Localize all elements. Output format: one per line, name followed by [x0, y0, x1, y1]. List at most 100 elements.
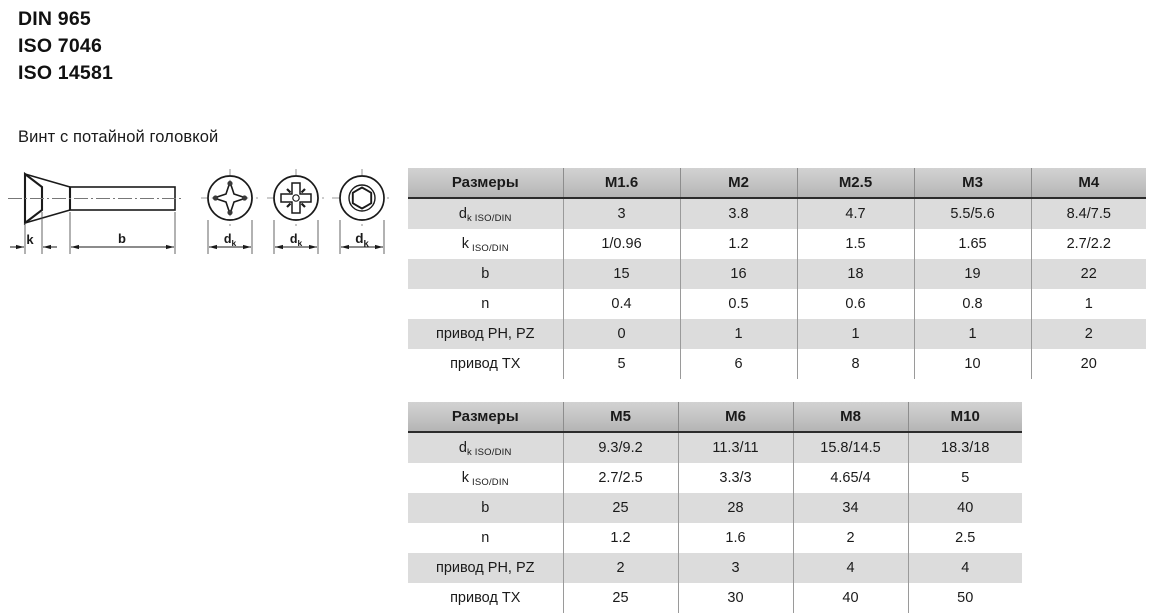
- countersunk-screw-diagram: k b dk: [8, 169, 392, 254]
- header-size-m4: M4: [1030, 168, 1146, 199]
- row-label-drive-tx: привод TX: [408, 349, 563, 379]
- cell-value: 0.6: [796, 289, 914, 319]
- table-row: b 15 16 18 19 22: [408, 259, 1146, 289]
- cell-value: 40: [792, 583, 908, 613]
- cell-value: 18: [796, 259, 914, 289]
- cell-value: 1: [679, 319, 797, 349]
- row-label-n: n: [408, 523, 563, 553]
- cell-value: 4.7: [796, 198, 914, 229]
- cell-value: 50: [907, 583, 1022, 613]
- cell-value: 25: [562, 583, 678, 613]
- header-size-m1-6: M1.6: [562, 168, 680, 199]
- cell-value: 22: [1030, 259, 1146, 289]
- table-row: k ISO/DIN 1/0.96 1.2 1.5 1.65 2.7/2.2: [408, 229, 1146, 259]
- cell-value: 15: [562, 259, 680, 289]
- cell-value: 2: [562, 553, 678, 583]
- cell-value: 4.65/4: [792, 463, 908, 493]
- table-row: привод TX 5 6 8 10 20: [408, 349, 1146, 379]
- cell-value: 1: [913, 319, 1031, 349]
- cell-value: 20: [1030, 349, 1146, 379]
- cell-value: 3: [677, 553, 793, 583]
- cell-value: 0.4: [562, 289, 680, 319]
- row-label-dk: dk ISO/DIN: [408, 198, 563, 229]
- cell-value: 9.3/9.2: [562, 432, 678, 463]
- header-label: Размеры: [408, 168, 563, 199]
- dimension-label-b: b: [118, 231, 126, 246]
- table-row: привод TX 25 30 40 50: [408, 583, 1022, 613]
- cell-value: 2.7/2.5: [562, 463, 678, 493]
- row-label-k: k ISO/DIN: [408, 229, 563, 259]
- screw-side-view: [8, 171, 182, 226]
- dimension-k: k: [10, 212, 57, 254]
- header-size-m2: M2: [679, 168, 797, 199]
- cell-value: 1/0.96: [562, 229, 680, 259]
- cell-value: 3.8: [679, 198, 797, 229]
- row-label-drive-tx: привод TX: [408, 583, 563, 613]
- header-size-m3: M3: [913, 168, 1031, 199]
- cell-value: 0.5: [679, 289, 797, 319]
- table-row: b 25 28 34 40: [408, 493, 1022, 523]
- cell-value: 3.3/3: [677, 463, 793, 493]
- row-label-n: n: [408, 289, 563, 319]
- cell-value: 3: [562, 198, 680, 229]
- cell-value: 15.8/14.5: [792, 432, 908, 463]
- table-row: n 1.2 1.6 2 2.5: [408, 523, 1022, 553]
- table-header-row: Размеры M1.6 M2 M2.5 M3 M4: [408, 168, 1146, 199]
- table-row: привод PH, PZ 2 3 4 4: [408, 553, 1022, 583]
- table-row: dk ISO/DIN 3 3.8 4.7 5.5/5.6 8.4/7.5: [408, 198, 1146, 229]
- header-size-m10: M10: [907, 402, 1022, 433]
- torx-tx-drive: dk: [332, 169, 392, 254]
- table-row: k ISO/DIN 2.7/2.5 3.3/3 4.65/4 5: [408, 463, 1022, 493]
- cell-value: 4: [907, 553, 1022, 583]
- cell-value: 2.7/2.2: [1030, 229, 1146, 259]
- cell-value: 1.5: [796, 229, 914, 259]
- cell-value: 25: [562, 493, 678, 523]
- cell-value: 19: [913, 259, 1031, 289]
- header-size-m6: M6: [677, 402, 793, 433]
- cell-value: 18.3/18: [907, 432, 1022, 463]
- cell-value: 1.2: [679, 229, 797, 259]
- dimension-label-dk-ph: dk: [224, 232, 237, 248]
- header-label: Размеры: [408, 402, 563, 433]
- row-label-k: k ISO/DIN: [408, 463, 563, 493]
- row-label-dk: dk ISO/DIN: [408, 432, 563, 463]
- row-label-drive-ph-pz: привод PH, PZ: [408, 553, 563, 583]
- product-subtitle: Винт с потайной головкой: [18, 128, 219, 146]
- cell-value: 1.2: [562, 523, 678, 553]
- cell-value: 28: [677, 493, 793, 523]
- cell-value: 2.5: [907, 523, 1022, 553]
- cell-value: 1: [1030, 289, 1146, 319]
- row-label-b: b: [408, 493, 563, 523]
- dimensions-table-small: Размеры M1.6 M2 M2.5 M3 M4 dk ISO/DIN 3 …: [408, 168, 1146, 379]
- cell-value: 1.65: [913, 229, 1031, 259]
- dimension-b: b: [69, 212, 176, 254]
- cell-value: 34: [792, 493, 908, 523]
- cell-value: 0: [562, 319, 680, 349]
- dimensions-table-large: Размеры M5 M6 M8 M10 dk ISO/DIN 9.3/9.2 …: [408, 402, 1022, 613]
- cell-value: 10: [913, 349, 1031, 379]
- header-size-m2-5: M2.5: [796, 168, 914, 199]
- table-row: привод PH, PZ 0 1 1 1 2: [408, 319, 1146, 349]
- table-header-row: Размеры M5 M6 M8 M10: [408, 402, 1022, 433]
- table-row: dk ISO/DIN 9.3/9.2 11.3/11 15.8/14.5 18.…: [408, 432, 1022, 463]
- cell-value: 2: [1030, 319, 1146, 349]
- cell-value: 8.4/7.5: [1030, 198, 1146, 229]
- cell-value: 16: [679, 259, 797, 289]
- header-size-m8: M8: [792, 402, 908, 433]
- cell-value: 6: [679, 349, 797, 379]
- cell-value: 0.8: [913, 289, 1031, 319]
- cell-value: 40: [907, 493, 1022, 523]
- row-label-drive-ph-pz: привод PH, PZ: [408, 319, 563, 349]
- phillips-ph-drive: dk: [201, 169, 259, 254]
- cell-value: 11.3/11: [677, 432, 793, 463]
- cell-value: 1.6: [677, 523, 793, 553]
- dimension-label-dk-pz: dk: [290, 232, 303, 248]
- standards-title-block: DIN 965 ISO 7046 ISO 14581: [18, 6, 113, 87]
- cell-value: 5.5/5.6: [913, 198, 1031, 229]
- cell-value: 5: [907, 463, 1022, 493]
- cell-value: 8: [796, 349, 914, 379]
- dimension-label-k: k: [26, 232, 34, 247]
- cell-value: 1: [796, 319, 914, 349]
- table-row: n 0.4 0.5 0.6 0.8 1: [408, 289, 1146, 319]
- row-label-b: b: [408, 259, 563, 289]
